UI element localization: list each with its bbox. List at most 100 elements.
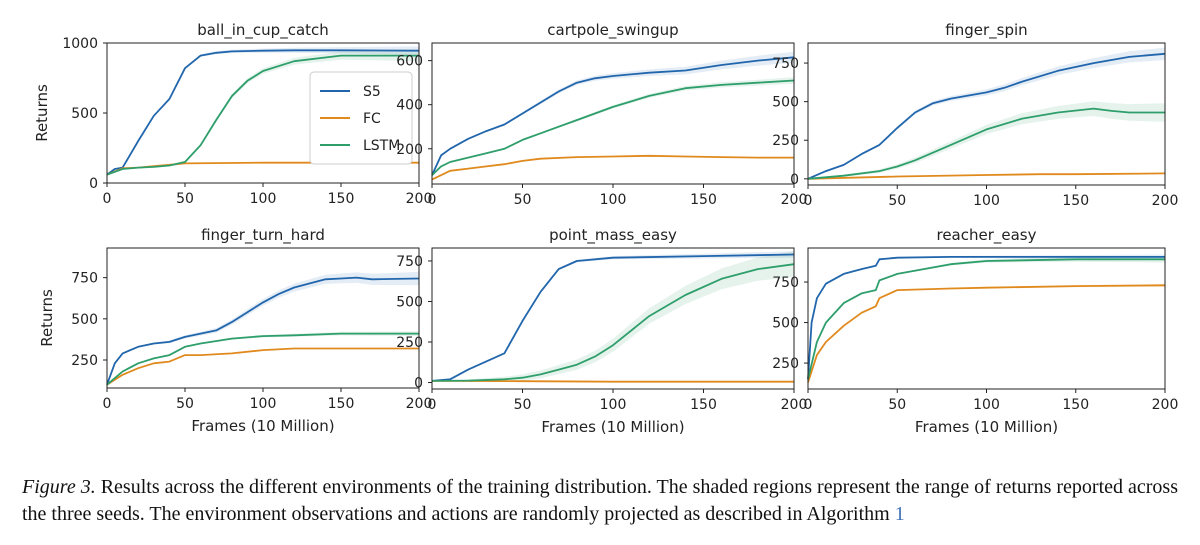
y-axis-label: Returns [38,289,56,347]
y-tick-label: 500 [71,312,98,328]
legend-label-lstm: LSTM [363,138,400,154]
caption-text: Results across the different environment… [22,476,1178,525]
panel-finger-turn-hard: 0 50 100 150 200 250 500 750 finger_turn_hard Ret… [38,226,432,435]
caption-reference-link[interactable]: 1 [894,503,905,525]
y-tick-label: 0 [414,376,423,392]
y-tick-label: 0 [89,176,98,192]
x-tick-label: 50 [176,191,194,207]
x-tick-label: 200 [1152,397,1179,413]
y-tick-label: 250 [396,335,423,351]
series-line-lstm [106,332,419,386]
y-tick-label: 250 [772,356,799,372]
panel-ball-in-cup-catch: 0 50 100 150 200 0 500 1000 ball_in_cup_catch Ret… [33,21,432,207]
x-axis-label: Frames (10 Million) [191,417,334,435]
y-tick-label: 500 [71,106,98,122]
series-line-s5 [106,49,420,176]
series-line-fc [431,380,794,383]
y-axis-label: Returns [33,84,51,142]
x-tick-label: 100 [600,397,627,413]
caption-label: Figure 3. [22,476,96,498]
panel-title: reacher_easy [936,226,1036,245]
y-tick-label: 200 [396,142,423,158]
band-lstm [808,256,1165,380]
y-tick-label: 400 [396,98,423,114]
y-tick-label: 1000 [62,36,98,52]
x-tick-label: 200 [406,396,433,412]
series-line-fc [431,154,794,181]
band-s5 [107,271,419,385]
x-tick-label: 50 [888,397,906,413]
series-line-s5 [807,255,1165,380]
panel-title: cartpole_swingup [547,21,678,40]
x-tick-label: 0 [804,193,813,209]
legend-box [309,71,413,165]
panel-title: point_mass_easy [549,226,677,245]
band-s5 [808,47,1165,179]
y-tick-label: 750 [772,56,799,72]
panel-title: finger_spin [945,21,1027,40]
band-s5 [808,254,1165,380]
band-lstm [808,101,1165,179]
series-line-lstm [807,258,1165,380]
y-tick-label: 750 [396,254,423,270]
y-tick-label: 600 [396,54,423,70]
y-tick-label: 500 [396,294,423,310]
series-line-s5 [807,52,1166,180]
series-line-fc [106,347,419,386]
x-tick-label: 150 [690,397,717,413]
y-tick-label: 500 [772,316,799,332]
x-tick-label: 100 [973,397,1000,413]
x-tick-label: 150 [1062,397,1089,413]
x-tick-label: 50 [514,192,532,208]
x-tick-label: 200 [781,397,808,413]
x-tick-label: 200 [1152,193,1179,209]
x-tick-label: 0 [103,396,112,412]
band-lstm [432,77,794,176]
x-tick-label: 150 [328,191,355,207]
y-tick-label: 750 [71,271,98,287]
y-tick-label: 250 [71,353,98,369]
series-line-lstm [431,263,795,382]
panel-title: finger_turn_hard [201,226,325,245]
figure-caption: Figure 3. Results across the different e… [22,474,1182,528]
y-tick-label: 250 [772,133,799,149]
x-tick-label: 0 [103,191,112,207]
x-tick-label: 0 [428,397,437,413]
x-tick-label: 50 [514,397,532,413]
panel-title: ball_in_cup_catch [197,21,329,40]
panel-point-mass-easy: 0 50 100 150 2000250500750point_mass_easyFra… [396,226,807,436]
x-tick-label: 0 [428,192,437,208]
x-tick-label: 50 [176,396,194,412]
panel-reacher-easy: 0 50 100 150 200 250 500 750 reacher_easy Frames … [772,226,1178,436]
chart-figure: 0 50 100 150 20005001000ball_in_cup_catchRet… [33,21,1178,436]
x-tick-label: 200 [781,192,808,208]
x-tick-label: 50 [888,193,906,209]
x-tick-label: 150 [328,396,355,412]
series-line-s5 [431,253,795,382]
x-tick-label: 100 [250,396,277,412]
y-tick-label: 750 [772,275,799,291]
y-tick-label: 500 [772,95,799,111]
panel-cartpole-swingup: 0 50 100 150 200 200 400 600 cartpole_swingup [396,21,807,208]
x-tick-label: 0 [804,397,813,413]
series-line-lstm [106,54,419,176]
x-tick-label: 150 [1062,193,1089,209]
plot-frame [106,247,420,389]
series-line-s5 [106,276,420,386]
legend-label-fc: FC [363,111,381,127]
figure: 0 50 100 150 200 0 500 1000 ball_in_cup_catch Ret… [33,21,1178,436]
x-tick-label: 150 [690,192,717,208]
series-line-fc [807,172,1166,180]
band-lstm [432,251,794,382]
series-line-s5 [431,56,795,176]
x-tick-label: 100 [250,191,277,207]
x-tick-label: 100 [600,192,627,208]
band-fc [808,283,1165,383]
x-axis-label: Frames (10 Million) [541,418,684,436]
series-line-fc [807,284,1166,383]
legend-label-s5: S5 [363,84,381,100]
legend: S5 FC LSTM [309,71,413,165]
x-tick-label: 100 [973,193,1000,209]
x-tick-label: 200 [406,191,433,207]
